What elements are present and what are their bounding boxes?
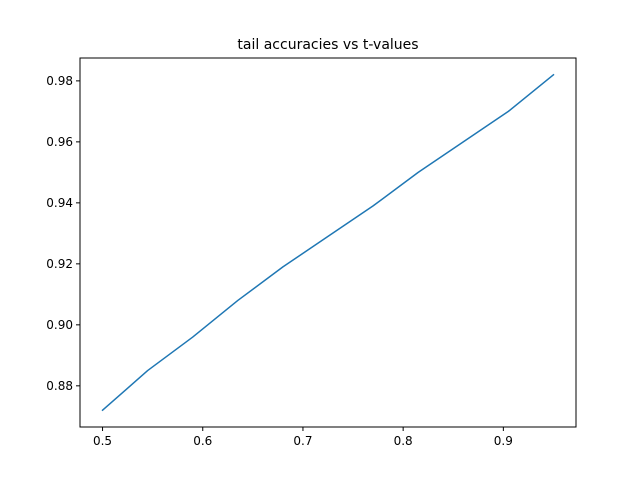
x-tick-label: 0.9: [494, 434, 513, 448]
series-line: [101, 73, 555, 412]
y-tick-label: 0.98: [46, 74, 73, 88]
y-tick-label: 0.96: [46, 135, 73, 149]
y-tick-label: 0.88: [46, 379, 73, 393]
chart-title: tail accuracies vs t-values: [237, 37, 418, 53]
y-tick-label: 0.90: [46, 318, 73, 332]
x-tick-label: 0.8: [394, 434, 413, 448]
y-tick-label: 0.92: [46, 257, 73, 271]
x-tick-label: 0.5: [93, 434, 112, 448]
axes-frame: [79, 57, 577, 428]
x-tick-label: 0.7: [293, 434, 312, 448]
x-axis: 0.5 0.6 0.7 0.8 0.9: [93, 427, 513, 448]
y-axis: 0.88 0.90 0.92 0.94 0.96 0.98: [46, 74, 80, 393]
x-tick-label: 0.6: [193, 434, 212, 448]
plot-area: [101, 73, 555, 412]
y-tick-label: 0.94: [46, 196, 73, 210]
